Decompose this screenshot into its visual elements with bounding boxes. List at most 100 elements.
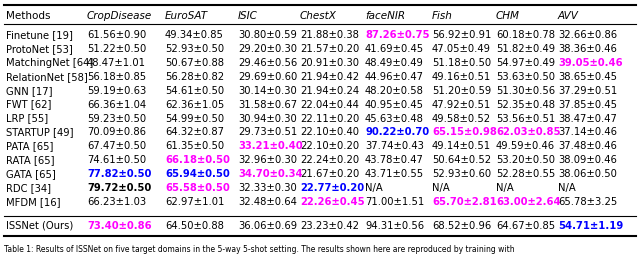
Text: 74.61±0.50: 74.61±0.50: [87, 155, 146, 165]
Text: 66.36±1.04: 66.36±1.04: [87, 99, 146, 110]
Text: ChestX: ChestX: [300, 11, 337, 21]
Text: N/A: N/A: [558, 183, 576, 193]
Text: 29.69±0.60: 29.69±0.60: [238, 72, 297, 82]
Text: 51.22±0.50: 51.22±0.50: [87, 44, 147, 54]
Text: 32.66±0.86: 32.66±0.86: [558, 30, 617, 40]
Text: 45.63±0.48: 45.63±0.48: [365, 113, 424, 124]
Text: N/A: N/A: [432, 183, 450, 193]
Text: 21.57±0.20: 21.57±0.20: [300, 44, 359, 54]
Text: 64.32±0.87: 64.32±0.87: [165, 127, 224, 138]
Text: STARTUP [49]: STARTUP [49]: [6, 127, 74, 138]
Text: AVV: AVV: [558, 11, 579, 21]
Text: PATA [65]: PATA [65]: [6, 141, 53, 151]
Text: 48.20±0.58: 48.20±0.58: [365, 86, 424, 96]
Text: CropDisease: CropDisease: [87, 11, 152, 21]
Text: 62.03±0.85: 62.03±0.85: [496, 127, 561, 138]
Text: 21.94±0.42: 21.94±0.42: [300, 72, 359, 82]
Text: 53.63±0.50: 53.63±0.50: [496, 72, 555, 82]
Text: 22.11±0.20: 22.11±0.20: [300, 113, 359, 124]
Text: 59.23±0.50: 59.23±0.50: [87, 113, 146, 124]
Text: 71.00±1.51: 71.00±1.51: [365, 197, 424, 207]
Text: 70.09±0.86: 70.09±0.86: [87, 127, 146, 138]
Text: 29.20±0.30: 29.20±0.30: [238, 44, 297, 54]
Text: 38.47±0.47: 38.47±0.47: [558, 113, 617, 124]
Text: 44.96±0.47: 44.96±0.47: [365, 72, 424, 82]
Text: 56.28±0.82: 56.28±0.82: [165, 72, 224, 82]
Text: 49.34±0.85: 49.34±0.85: [165, 30, 224, 40]
Text: 22.10±0.20: 22.10±0.20: [300, 141, 359, 151]
Text: 47.05±0.49: 47.05±0.49: [432, 44, 491, 54]
Text: 65.78±3.25: 65.78±3.25: [558, 197, 617, 207]
Text: 67.47±0.50: 67.47±0.50: [87, 141, 146, 151]
Text: 50.64±0.52: 50.64±0.52: [432, 155, 491, 165]
Text: 48.47±1.01: 48.47±1.01: [87, 58, 146, 68]
Text: 64.50±0.88: 64.50±0.88: [165, 221, 224, 231]
Text: CHM: CHM: [496, 11, 520, 21]
Text: 29.73±0.51: 29.73±0.51: [238, 127, 297, 138]
Text: 38.36±0.46: 38.36±0.46: [558, 44, 617, 54]
Text: 30.94±0.30: 30.94±0.30: [238, 113, 297, 124]
Text: 31.58±0.67: 31.58±0.67: [238, 99, 297, 110]
Text: 52.93±0.50: 52.93±0.50: [165, 44, 224, 54]
Text: 22.04±0.44: 22.04±0.44: [300, 99, 359, 110]
Text: 60.18±0.78: 60.18±0.78: [496, 30, 555, 40]
Text: 38.09±0.46: 38.09±0.46: [558, 155, 617, 165]
Text: 51.30±0.56: 51.30±0.56: [496, 86, 555, 96]
Text: 22.24±0.20: 22.24±0.20: [300, 155, 359, 165]
Text: 54.61±0.50: 54.61±0.50: [165, 86, 224, 96]
Text: 62.97±1.01: 62.97±1.01: [165, 197, 225, 207]
Text: ISIC: ISIC: [238, 11, 258, 21]
Text: 30.14±0.30: 30.14±0.30: [238, 86, 297, 96]
Text: 73.40±0.86: 73.40±0.86: [87, 221, 152, 231]
Text: RelationNet [58]: RelationNet [58]: [6, 72, 88, 82]
Text: 53.20±0.50: 53.20±0.50: [496, 155, 555, 165]
Text: 47.92±0.51: 47.92±0.51: [432, 99, 492, 110]
Text: 65.15±0.98: 65.15±0.98: [432, 127, 497, 138]
Text: 39.05±0.46: 39.05±0.46: [558, 58, 623, 68]
Text: 90.22±0.70: 90.22±0.70: [365, 127, 429, 138]
Text: 87.26±0.75: 87.26±0.75: [365, 30, 429, 40]
Text: 66.23±1.03: 66.23±1.03: [87, 197, 146, 207]
Text: 56.18±0.85: 56.18±0.85: [87, 72, 146, 82]
Text: 50.67±0.88: 50.67±0.88: [165, 58, 224, 68]
Text: 54.71±1.19: 54.71±1.19: [558, 221, 623, 231]
Text: 32.96±0.30: 32.96±0.30: [238, 155, 297, 165]
Text: 49.58±0.52: 49.58±0.52: [432, 113, 491, 124]
Text: 38.06±0.50: 38.06±0.50: [558, 169, 617, 179]
Text: 37.29±0.51: 37.29±0.51: [558, 86, 617, 96]
Text: FWT [62]: FWT [62]: [6, 99, 51, 110]
Text: 68.52±0.96: 68.52±0.96: [432, 221, 492, 231]
Text: 59.19±0.63: 59.19±0.63: [87, 86, 147, 96]
Text: 51.20±0.59: 51.20±0.59: [432, 86, 492, 96]
Text: Finetune [19]: Finetune [19]: [6, 30, 73, 40]
Text: 66.18±0.50: 66.18±0.50: [165, 155, 230, 165]
Text: 22.26±0.45: 22.26±0.45: [300, 197, 365, 207]
Text: 79.72±0.50: 79.72±0.50: [87, 183, 151, 193]
Text: 32.33±0.30: 32.33±0.30: [238, 183, 297, 193]
Text: 36.06±0.69: 36.06±0.69: [238, 221, 297, 231]
Text: MFDM [16]: MFDM [16]: [6, 197, 61, 207]
Text: 33.21±0.40: 33.21±0.40: [238, 141, 303, 151]
Text: 48.49±0.49: 48.49±0.49: [365, 58, 424, 68]
Text: 52.28±0.55: 52.28±0.55: [496, 169, 556, 179]
Text: 53.56±0.51: 53.56±0.51: [496, 113, 556, 124]
Text: 49.14±0.51: 49.14±0.51: [432, 141, 491, 151]
Text: N/A: N/A: [365, 183, 383, 193]
Text: 38.65±0.45: 38.65±0.45: [558, 72, 617, 82]
Text: 22.77±0.20: 22.77±0.20: [300, 183, 364, 193]
Text: 56.92±0.91: 56.92±0.91: [432, 30, 492, 40]
Text: 40.95±0.45: 40.95±0.45: [365, 99, 424, 110]
Text: 29.46±0.56: 29.46±0.56: [238, 58, 297, 68]
Text: 37.74±0.43: 37.74±0.43: [365, 141, 424, 151]
Text: 22.10±0.40: 22.10±0.40: [300, 127, 359, 138]
Text: 41.69±0.45: 41.69±0.45: [365, 44, 424, 54]
Text: Methods: Methods: [6, 11, 51, 21]
Text: ProtoNet [53]: ProtoNet [53]: [6, 44, 73, 54]
Text: 77.82±0.50: 77.82±0.50: [87, 169, 152, 179]
Text: 51.82±0.49: 51.82±0.49: [496, 44, 555, 54]
Text: 43.71±0.55: 43.71±0.55: [365, 169, 424, 179]
Text: 54.97±0.49: 54.97±0.49: [496, 58, 555, 68]
Text: 21.94±0.24: 21.94±0.24: [300, 86, 359, 96]
Text: RDC [34]: RDC [34]: [6, 183, 51, 193]
Text: EuroSAT: EuroSAT: [165, 11, 208, 21]
